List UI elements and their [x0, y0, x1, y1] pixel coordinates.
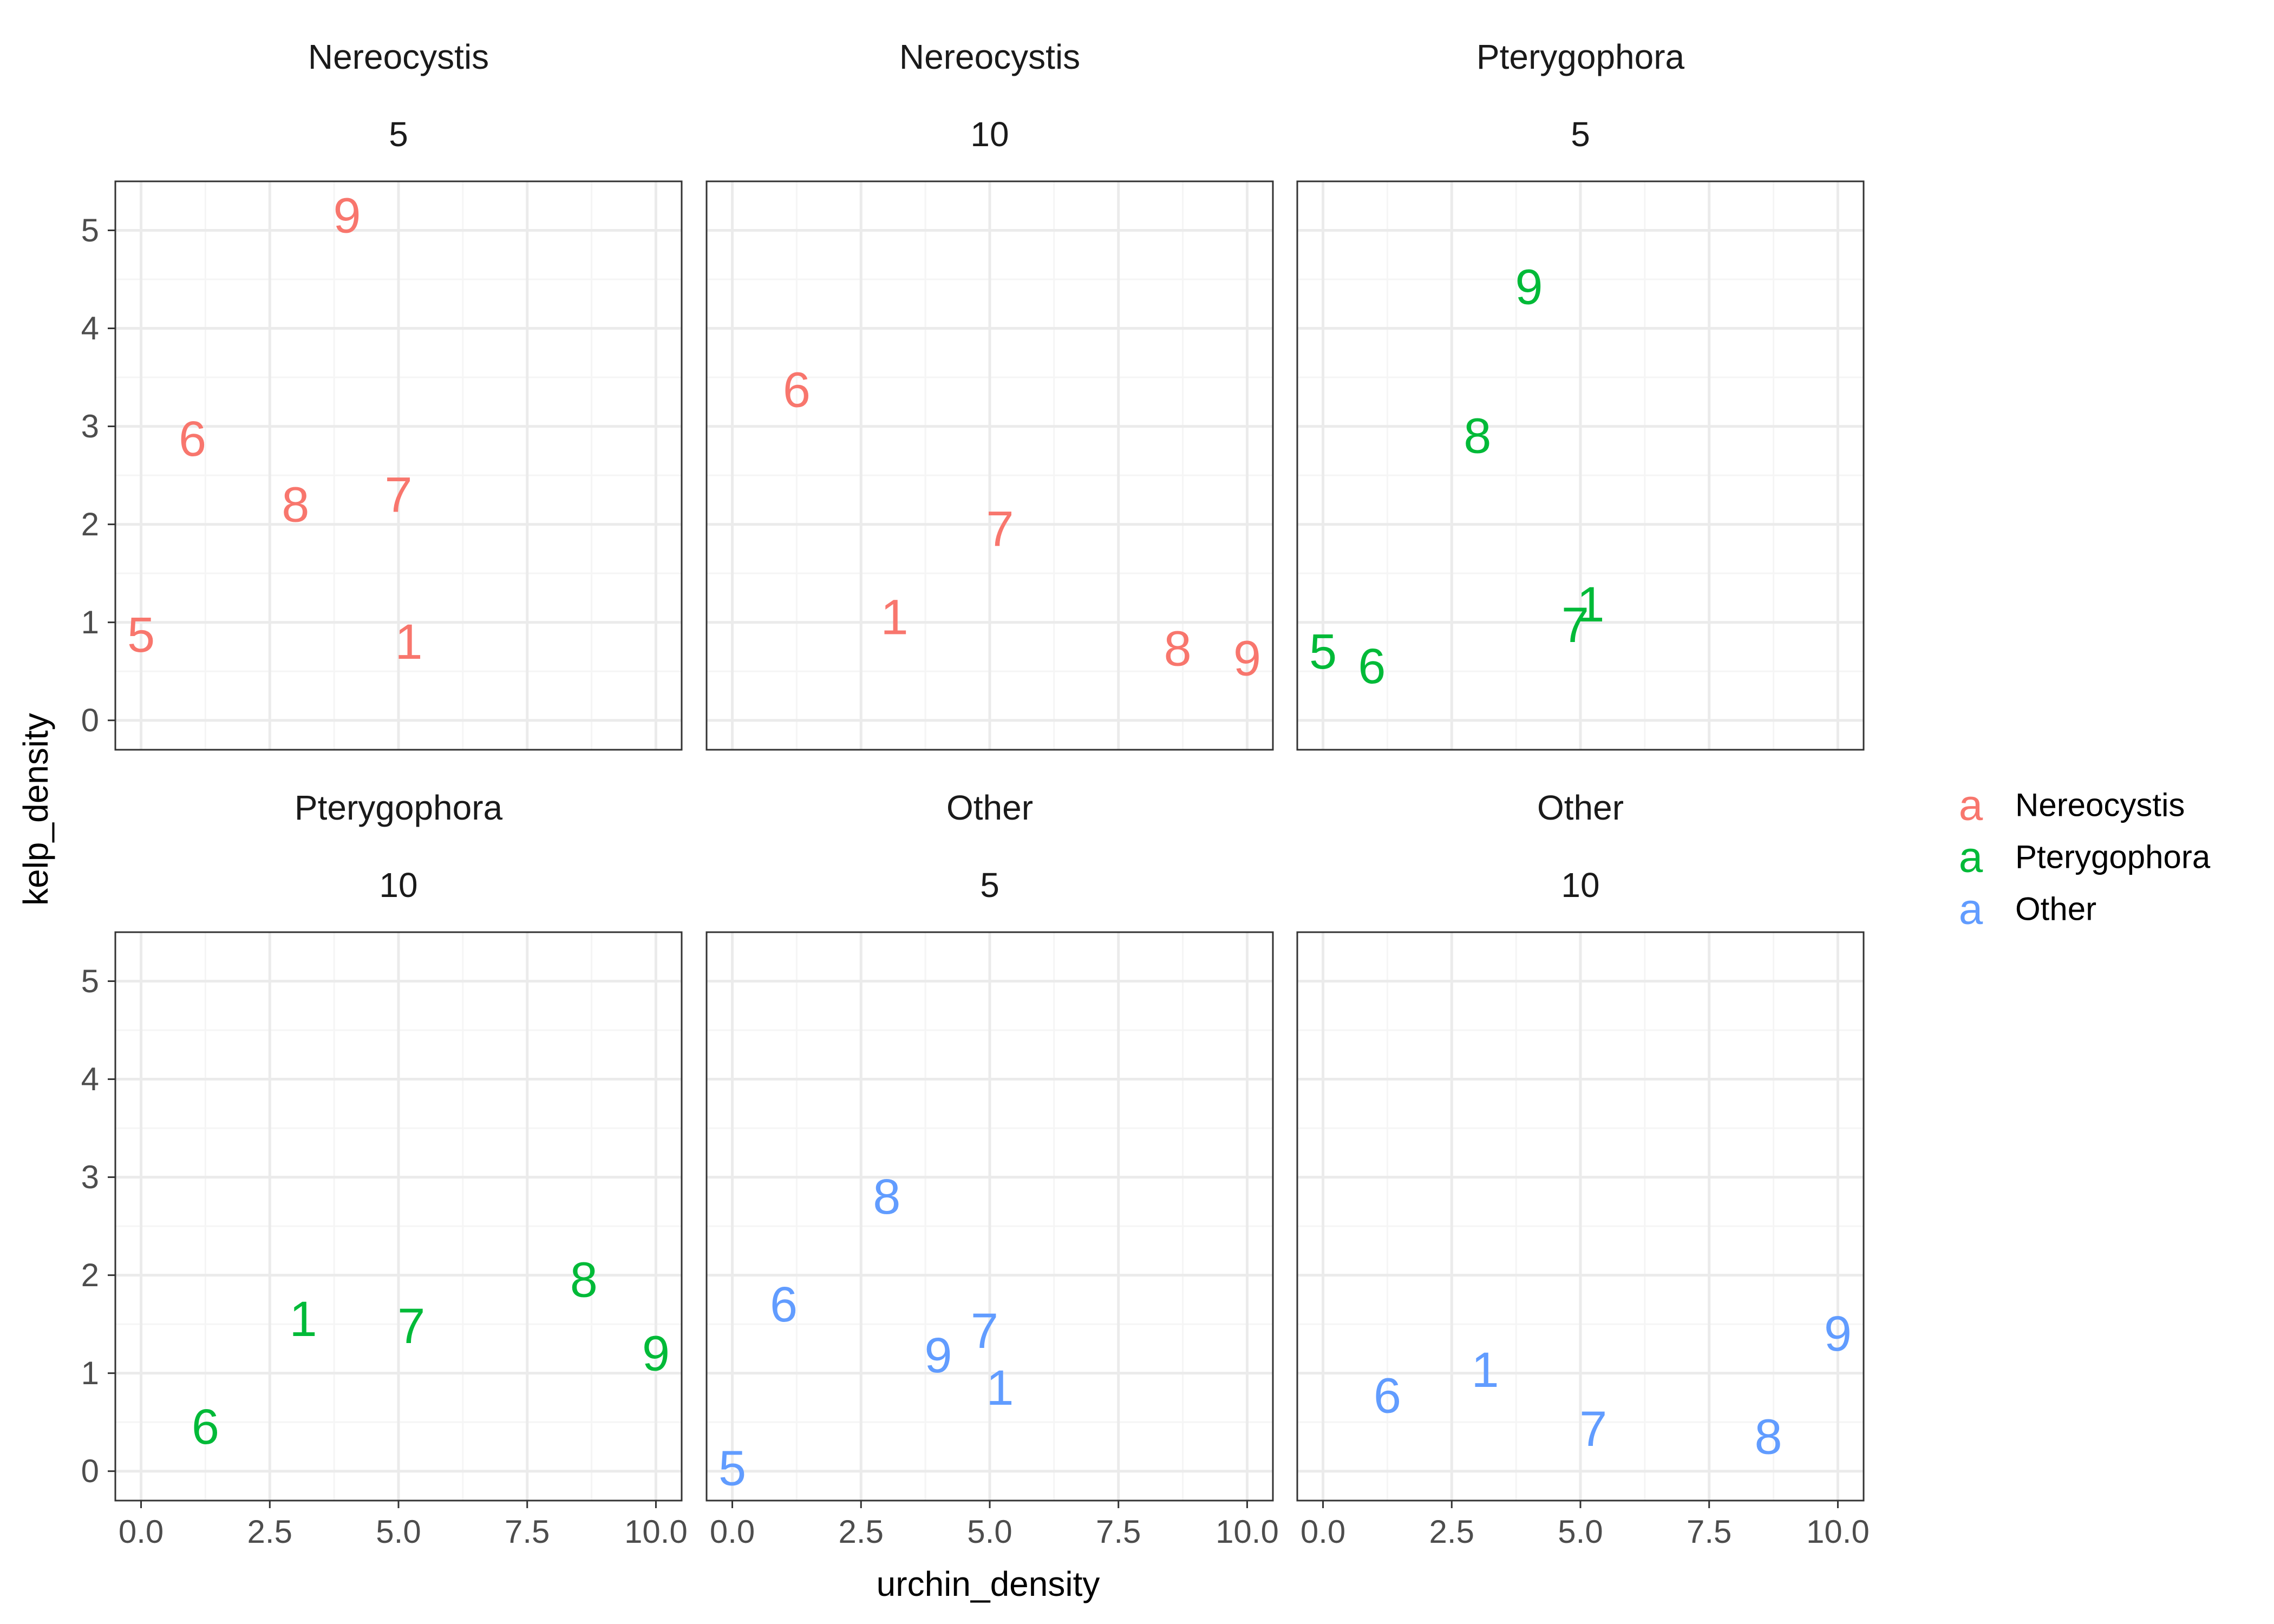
- facet-panel: 8 6 791 5 Other 5 0.0 2.5 5.0 7.5 10.0: [705, 788, 1279, 1550]
- point-label: 8: [282, 477, 309, 532]
- point-label: 8: [570, 1253, 598, 1308]
- legend-key: a: [1959, 781, 1983, 829]
- y-tick-label: 1: [81, 1355, 99, 1391]
- point-label: 9: [1233, 631, 1261, 686]
- point-label: 6: [192, 1399, 219, 1455]
- facet-panel: 9 1 6 7 8 Other 10 0.0 2.5 5.0 7.5 10.0: [1296, 788, 1870, 1550]
- point-label: 7: [971, 1304, 998, 1359]
- x-tick-label: 10.0: [1806, 1514, 1870, 1550]
- point-label: 8: [1754, 1409, 1782, 1464]
- facet-strip-label: Nereocystis: [308, 37, 489, 76]
- x-tick-label: 2.5: [1429, 1514, 1474, 1550]
- point-label: 8: [873, 1169, 900, 1224]
- legend-label: Other: [2015, 891, 2096, 927]
- y-tick-label: 2: [81, 1257, 99, 1293]
- y-tick-label: 0: [81, 1453, 99, 1489]
- point-label: 8: [1164, 621, 1191, 677]
- point-label: 9: [924, 1328, 952, 1383]
- facet-panel: 6 7 1 8 9 Nereocystis 10: [705, 37, 1274, 751]
- facet-strip-label: Pterygophora: [1476, 37, 1685, 76]
- facet-strip-label: 5: [1571, 115, 1590, 154]
- panel-border: [114, 180, 683, 751]
- point-label: 7: [397, 1299, 425, 1354]
- y-tick-label: 5: [81, 212, 99, 248]
- x-tick-label: 7.5: [1096, 1514, 1141, 1550]
- facet-strip-label: Other: [946, 788, 1033, 827]
- legend-label: Pterygophora: [2015, 839, 2211, 875]
- point-label: 6: [783, 363, 811, 418]
- point-label: 9: [642, 1326, 670, 1381]
- point-label: 6: [179, 411, 206, 467]
- x-tick-label: 5.0: [967, 1514, 1012, 1550]
- legend-key: a: [1959, 833, 1983, 881]
- x-tick-label: 0.0: [1301, 1514, 1345, 1550]
- facet-strip-label: Pterygophora: [295, 788, 503, 827]
- point-label: 5: [1309, 624, 1337, 679]
- point-label: 7: [986, 502, 1014, 557]
- point-label: 1: [880, 590, 908, 645]
- point-label: 1: [1471, 1343, 1499, 1398]
- facet-strip-label: 5: [980, 866, 999, 905]
- x-tick-label: 10.0: [1216, 1514, 1279, 1550]
- facet-strip-label: Other: [1537, 788, 1624, 827]
- point-label: 9: [333, 188, 361, 243]
- point-label: 7: [1579, 1402, 1607, 1457]
- facet-strip-label: 5: [389, 115, 408, 154]
- x-tick-label: 10.0: [624, 1514, 688, 1550]
- panel-border: [1296, 180, 1865, 751]
- x-axis-title: urchin_density: [877, 1564, 1100, 1603]
- x-tick-label: 0.0: [710, 1514, 755, 1550]
- x-tick-label: 5.0: [376, 1514, 421, 1550]
- point-label: 9: [1515, 260, 1543, 315]
- point-label: 6: [770, 1277, 798, 1332]
- x-tick-label: 7.5: [1687, 1514, 1731, 1550]
- point-label: 6: [1374, 1368, 1401, 1423]
- y-tick-label: 2: [81, 506, 99, 542]
- x-tick-label: 2.5: [839, 1514, 884, 1550]
- point-label: 1: [1577, 577, 1604, 632]
- point-label: 1: [395, 614, 422, 670]
- y-tick-label: 4: [81, 310, 99, 346]
- facet-strip-label: 10: [1561, 866, 1599, 905]
- y-tick-label: 5: [81, 963, 99, 999]
- y-tick-label: 3: [81, 408, 99, 444]
- point-label: 1: [986, 1360, 1014, 1416]
- x-tick-label: 7.5: [505, 1514, 550, 1550]
- point-label: 5: [127, 607, 155, 663]
- facet-strip-label: Nereocystis: [899, 37, 1080, 76]
- panel-border: [705, 180, 1274, 751]
- point-label: 8: [1463, 409, 1491, 464]
- x-tick-label: 5.0: [1558, 1514, 1603, 1550]
- facet-strip-label: 10: [970, 115, 1009, 154]
- legend-key: a: [1959, 885, 1983, 933]
- point-label: 1: [289, 1292, 317, 1347]
- facet-strip-label: 10: [379, 866, 417, 905]
- point-label: 9: [1824, 1306, 1852, 1361]
- facet-panel: 8 1 7 9 6 Pterygophora 10 0 1 2 3 4 5 0.0 2.5 5.0 7.5 10.…: [81, 788, 688, 1550]
- legend: a Nereocystis a Pterygophora a Other: [1959, 781, 2211, 933]
- point-label: 6: [1358, 639, 1386, 694]
- point-label: 7: [1561, 598, 1589, 653]
- y-tick-label: 4: [81, 1061, 99, 1097]
- y-axis-title: kelp_density: [16, 713, 55, 906]
- point-label: 7: [384, 467, 412, 522]
- y-tick-label: 0: [81, 702, 99, 738]
- legend-label: Nereocystis: [2015, 787, 2185, 823]
- x-tick-label: 0.0: [119, 1514, 164, 1550]
- point-label: 5: [718, 1440, 746, 1496]
- y-tick-label: 3: [81, 1159, 99, 1195]
- x-tick-label: 2.5: [247, 1514, 292, 1550]
- y-tick-label: 1: [81, 604, 99, 640]
